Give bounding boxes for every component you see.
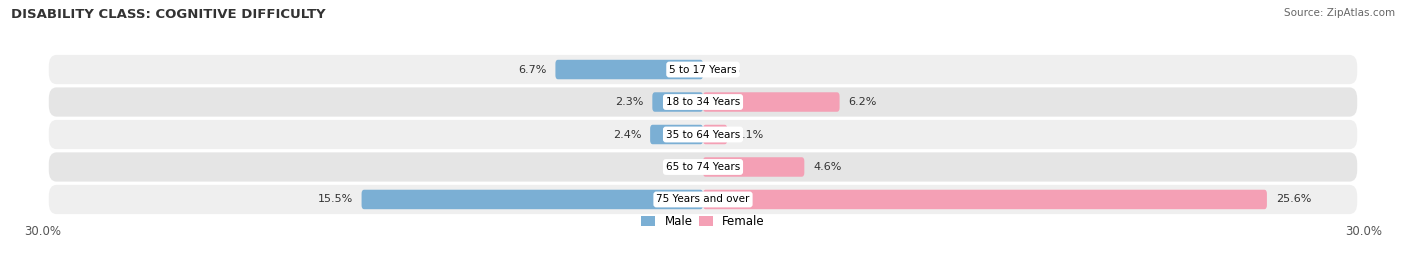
Text: 6.2%: 6.2% bbox=[848, 97, 877, 107]
Text: 15.5%: 15.5% bbox=[318, 194, 353, 204]
Text: 2.3%: 2.3% bbox=[616, 97, 644, 107]
FancyBboxPatch shape bbox=[650, 125, 703, 144]
Text: 75 Years and over: 75 Years and over bbox=[657, 194, 749, 204]
Text: 0.0%: 0.0% bbox=[711, 65, 740, 75]
FancyBboxPatch shape bbox=[361, 190, 703, 209]
FancyBboxPatch shape bbox=[703, 125, 727, 144]
Text: 1.1%: 1.1% bbox=[737, 129, 765, 140]
Text: 65 to 74 Years: 65 to 74 Years bbox=[666, 162, 740, 172]
Text: DISABILITY CLASS: COGNITIVE DIFFICULTY: DISABILITY CLASS: COGNITIVE DIFFICULTY bbox=[11, 8, 326, 21]
FancyBboxPatch shape bbox=[49, 55, 1357, 84]
Text: Source: ZipAtlas.com: Source: ZipAtlas.com bbox=[1284, 8, 1395, 18]
FancyBboxPatch shape bbox=[703, 190, 1267, 209]
Text: 5 to 17 Years: 5 to 17 Years bbox=[669, 65, 737, 75]
FancyBboxPatch shape bbox=[49, 120, 1357, 149]
Text: 0.0%: 0.0% bbox=[666, 162, 695, 172]
FancyBboxPatch shape bbox=[49, 87, 1357, 117]
Text: 4.6%: 4.6% bbox=[813, 162, 842, 172]
FancyBboxPatch shape bbox=[49, 185, 1357, 214]
FancyBboxPatch shape bbox=[652, 92, 703, 112]
FancyBboxPatch shape bbox=[555, 60, 703, 79]
FancyBboxPatch shape bbox=[703, 157, 804, 177]
Legend: Male, Female: Male, Female bbox=[641, 215, 765, 228]
Text: 35 to 64 Years: 35 to 64 Years bbox=[666, 129, 740, 140]
FancyBboxPatch shape bbox=[49, 152, 1357, 182]
Text: 25.6%: 25.6% bbox=[1275, 194, 1310, 204]
Text: 18 to 34 Years: 18 to 34 Years bbox=[666, 97, 740, 107]
Text: 2.4%: 2.4% bbox=[613, 129, 641, 140]
FancyBboxPatch shape bbox=[703, 92, 839, 112]
Text: 6.7%: 6.7% bbox=[519, 65, 547, 75]
